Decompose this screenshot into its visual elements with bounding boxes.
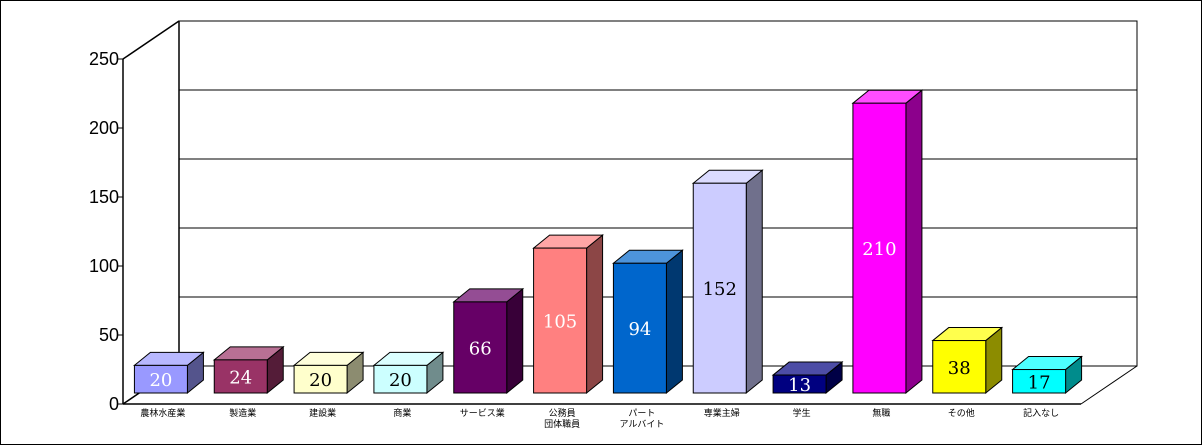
bar xyxy=(852,102,907,394)
data-label: 105 xyxy=(543,312,577,333)
side-wall-top-edge xyxy=(122,20,180,60)
y-tick-label: 50 xyxy=(99,325,119,345)
x-tick-label: 製造業 xyxy=(229,407,256,419)
bar xyxy=(533,247,588,394)
y-tick-label: 250 xyxy=(89,49,119,69)
data-label: 13 xyxy=(788,375,811,396)
x-tick-label: 記入なし xyxy=(1023,407,1059,419)
x-tick-label: 学生 xyxy=(793,407,811,419)
bar-side xyxy=(586,234,604,395)
y-tick-label: 0 xyxy=(109,394,119,414)
data-label: 20 xyxy=(389,370,412,391)
bar xyxy=(293,364,348,394)
y-tick-label: 150 xyxy=(89,187,119,207)
data-label: 66 xyxy=(469,338,492,359)
bar xyxy=(213,359,268,394)
x-tick-label: 無職 xyxy=(872,407,890,419)
x-tick-label: 公務員団体職員 xyxy=(544,407,580,430)
bar xyxy=(453,301,508,394)
data-label: 210 xyxy=(862,239,896,260)
y-tick-label: 100 xyxy=(89,256,119,276)
x-tick-label: その他 xyxy=(948,407,975,419)
bar-side xyxy=(506,287,524,395)
bar xyxy=(692,182,747,394)
data-label: 20 xyxy=(309,370,332,391)
x-tick-label: パートアルバイト xyxy=(619,408,664,430)
bar xyxy=(373,364,428,394)
bar xyxy=(1012,369,1067,394)
x-tick-label: 専業主婦 xyxy=(704,407,740,419)
x-tick-label: 建設業 xyxy=(309,407,336,419)
bar xyxy=(932,340,987,394)
x-tick-label: 商業 xyxy=(393,407,411,419)
x-tick-label: サービス業 xyxy=(460,407,505,419)
bar xyxy=(133,364,188,394)
data-label: 17 xyxy=(1028,372,1051,393)
bar xyxy=(772,374,827,394)
floor-edge-right xyxy=(1080,365,1138,405)
data-label: 38 xyxy=(948,358,971,379)
bar-side xyxy=(905,89,923,395)
data-label: 152 xyxy=(703,279,737,300)
data-label: 24 xyxy=(229,367,252,388)
bar-side xyxy=(665,249,683,395)
data-label: 94 xyxy=(628,319,651,340)
y-tick-label: 200 xyxy=(89,118,119,138)
x-tick-label: 農林水産業 xyxy=(140,407,185,419)
bar xyxy=(612,262,667,394)
data-label: 20 xyxy=(149,370,172,391)
bar-side xyxy=(745,169,763,395)
